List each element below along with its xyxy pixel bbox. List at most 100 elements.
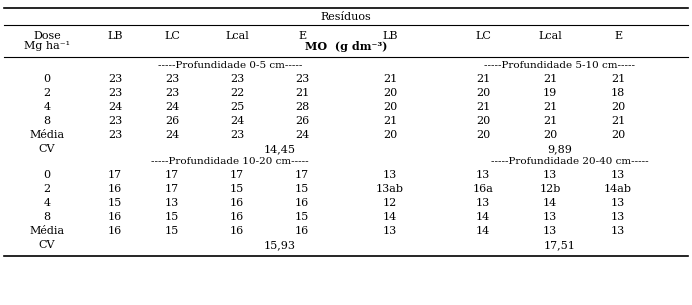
Text: -----Profundidade 5-10 cm-----: -----Profundidade 5-10 cm-----	[484, 62, 635, 70]
Text: 23: 23	[108, 116, 122, 126]
Text: 20: 20	[543, 130, 557, 140]
Text: 21: 21	[476, 74, 490, 84]
Text: 21: 21	[383, 74, 397, 84]
Text: 15,93: 15,93	[264, 240, 296, 250]
Text: 13ab: 13ab	[376, 184, 404, 194]
Text: 14: 14	[476, 226, 490, 236]
Text: 24: 24	[108, 102, 122, 112]
Text: 12b: 12b	[539, 184, 561, 194]
Text: 8: 8	[44, 116, 51, 126]
Text: 25: 25	[230, 102, 244, 112]
Text: 16: 16	[295, 198, 309, 208]
Text: 4: 4	[44, 198, 51, 208]
Text: 0: 0	[44, 74, 51, 84]
Text: 13: 13	[383, 170, 397, 180]
Text: 14: 14	[476, 212, 490, 222]
Text: 13: 13	[611, 170, 625, 180]
Text: 16a: 16a	[473, 184, 493, 194]
Text: 13: 13	[383, 226, 397, 236]
Text: 16: 16	[230, 226, 244, 236]
Text: -----Profundidade 20-40 cm-----: -----Profundidade 20-40 cm-----	[491, 157, 649, 167]
Text: Lcal: Lcal	[225, 31, 249, 41]
Text: 13: 13	[611, 198, 625, 208]
Text: 23: 23	[295, 74, 309, 84]
Text: 16: 16	[230, 198, 244, 208]
Text: 19: 19	[543, 88, 557, 98]
Text: Dose: Dose	[33, 31, 61, 41]
Text: 24: 24	[165, 102, 179, 112]
Text: 13: 13	[543, 212, 557, 222]
Text: 15: 15	[165, 212, 179, 222]
Text: 8: 8	[44, 212, 51, 222]
Text: -----Profundidade 10-20 cm-----: -----Profundidade 10-20 cm-----	[151, 157, 309, 167]
Text: 24: 24	[295, 130, 309, 140]
Text: 0: 0	[44, 170, 51, 180]
Text: 21: 21	[543, 74, 557, 84]
Text: 21: 21	[611, 116, 625, 126]
Text: CV: CV	[39, 240, 55, 250]
Text: 20: 20	[476, 116, 490, 126]
Text: 16: 16	[108, 184, 122, 194]
Text: 21: 21	[295, 88, 309, 98]
Text: 13: 13	[611, 226, 625, 236]
Text: LB: LB	[382, 31, 398, 41]
Text: Média: Média	[30, 226, 64, 236]
Text: 23: 23	[230, 74, 244, 84]
Text: 23: 23	[165, 74, 179, 84]
Text: Lcal: Lcal	[538, 31, 562, 41]
Text: 17: 17	[165, 170, 179, 180]
Text: Mg ha⁻¹: Mg ha⁻¹	[24, 41, 70, 51]
Text: 15: 15	[295, 212, 309, 222]
Text: -----Profundidade 0-5 cm-----: -----Profundidade 0-5 cm-----	[158, 62, 302, 70]
Text: 23: 23	[108, 88, 122, 98]
Text: Resíduos: Resíduos	[320, 12, 372, 22]
Text: 23: 23	[108, 74, 122, 84]
Text: 13: 13	[543, 170, 557, 180]
Text: Média: Média	[30, 130, 64, 140]
Text: 2: 2	[44, 88, 51, 98]
Text: 17: 17	[230, 170, 244, 180]
Text: 16: 16	[230, 212, 244, 222]
Text: 2: 2	[44, 184, 51, 194]
Text: MO  (g dm⁻³): MO (g dm⁻³)	[304, 41, 388, 52]
Text: 20: 20	[383, 102, 397, 112]
Text: 14: 14	[383, 212, 397, 222]
Text: 28: 28	[295, 102, 309, 112]
Text: 18: 18	[611, 88, 625, 98]
Text: 20: 20	[383, 130, 397, 140]
Text: LC: LC	[475, 31, 491, 41]
Text: 20: 20	[476, 88, 490, 98]
Text: LB: LB	[107, 31, 122, 41]
Text: 20: 20	[383, 88, 397, 98]
Text: 4: 4	[44, 102, 51, 112]
Text: 15: 15	[295, 184, 309, 194]
Text: 23: 23	[230, 130, 244, 140]
Text: 15: 15	[230, 184, 244, 194]
Text: 14ab: 14ab	[604, 184, 632, 194]
Text: 20: 20	[611, 102, 625, 112]
Text: 13: 13	[543, 226, 557, 236]
Text: 16: 16	[108, 212, 122, 222]
Text: 13: 13	[476, 170, 490, 180]
Text: 21: 21	[611, 74, 625, 84]
Text: 26: 26	[165, 116, 179, 126]
Text: 24: 24	[230, 116, 244, 126]
Text: 26: 26	[295, 116, 309, 126]
Text: 13: 13	[611, 212, 625, 222]
Text: 24: 24	[165, 130, 179, 140]
Text: 22: 22	[230, 88, 244, 98]
Text: 15: 15	[108, 198, 122, 208]
Text: 21: 21	[476, 102, 490, 112]
Text: 12: 12	[383, 198, 397, 208]
Text: E: E	[298, 31, 306, 41]
Text: 20: 20	[611, 130, 625, 140]
Text: E: E	[614, 31, 622, 41]
Text: 14: 14	[543, 198, 557, 208]
Text: CV: CV	[39, 144, 55, 154]
Text: 21: 21	[543, 116, 557, 126]
Text: 13: 13	[476, 198, 490, 208]
Text: 16: 16	[108, 226, 122, 236]
Text: 21: 21	[543, 102, 557, 112]
Text: 17: 17	[295, 170, 309, 180]
Text: 20: 20	[476, 130, 490, 140]
